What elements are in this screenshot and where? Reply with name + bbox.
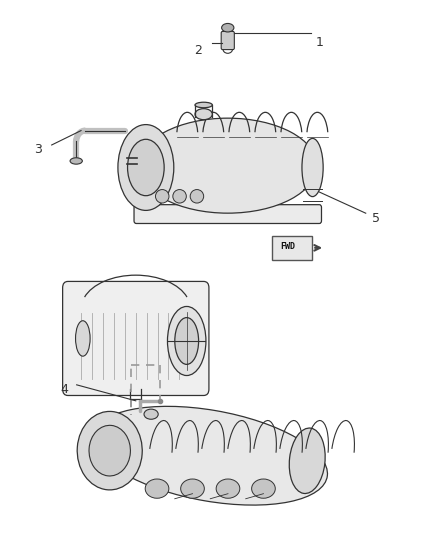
Ellipse shape: [118, 125, 174, 211]
Ellipse shape: [216, 479, 240, 498]
Ellipse shape: [93, 406, 328, 505]
Ellipse shape: [180, 479, 204, 498]
FancyBboxPatch shape: [63, 281, 209, 395]
Text: 4: 4: [60, 383, 68, 395]
FancyBboxPatch shape: [134, 205, 321, 223]
Ellipse shape: [77, 411, 142, 490]
Ellipse shape: [138, 118, 317, 213]
Text: 3: 3: [34, 143, 42, 156]
Text: 2: 2: [194, 44, 202, 57]
Ellipse shape: [70, 158, 82, 164]
Ellipse shape: [175, 318, 198, 365]
Ellipse shape: [155, 190, 169, 203]
FancyBboxPatch shape: [273, 236, 313, 260]
Ellipse shape: [144, 409, 158, 419]
Ellipse shape: [173, 190, 186, 203]
Text: 1: 1: [315, 36, 323, 49]
Ellipse shape: [127, 139, 164, 196]
Ellipse shape: [251, 479, 275, 498]
Ellipse shape: [75, 321, 90, 356]
Ellipse shape: [195, 109, 212, 120]
Ellipse shape: [145, 479, 169, 498]
FancyBboxPatch shape: [272, 236, 312, 260]
Ellipse shape: [302, 139, 323, 197]
Text: FWD: FWD: [281, 243, 296, 251]
Ellipse shape: [222, 23, 234, 32]
Text: 5: 5: [372, 212, 380, 225]
Ellipse shape: [167, 306, 206, 376]
FancyBboxPatch shape: [221, 31, 234, 50]
Ellipse shape: [289, 428, 325, 494]
Ellipse shape: [89, 425, 131, 476]
Ellipse shape: [190, 190, 204, 203]
Ellipse shape: [195, 102, 212, 108]
